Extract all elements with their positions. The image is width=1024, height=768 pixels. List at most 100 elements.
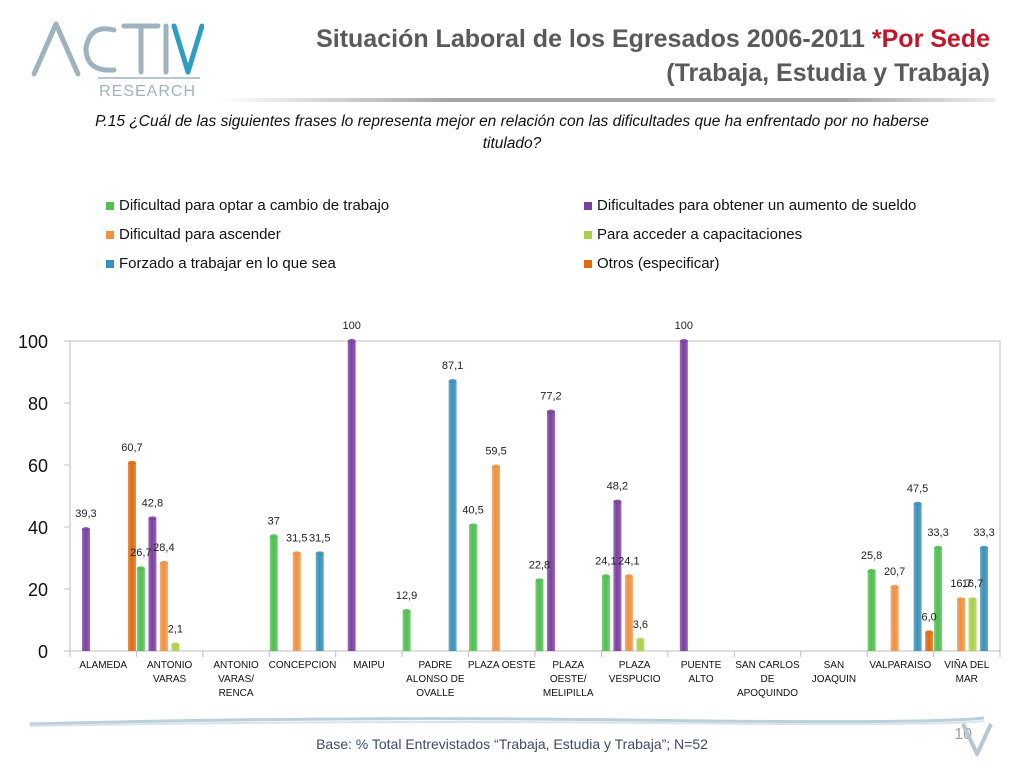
bar-cap-4-12	[913, 501, 922, 506]
bar-cap-5-12	[925, 630, 934, 635]
category-label-9: ALTO	[688, 674, 713, 685]
chart-category-labels: ALAMEDA ANTONIO VARAS ANTONIO VARAS/RENCA CON…	[79, 658, 989, 699]
category-label-2: RENCA	[219, 688, 254, 699]
title-main: Situación Laboral de los Egresados 2006-…	[316, 25, 872, 53]
category-label-5: ALONSO DE	[406, 674, 465, 685]
category-label-4: MAIPU	[353, 660, 385, 671]
bar-0-7	[535, 580, 544, 651]
category-label-7: OESTE/	[550, 674, 587, 685]
legend-label-3: Para acceder a capacitaciones	[597, 226, 803, 243]
question-line-2: titulado?	[482, 135, 542, 152]
bar-3-13	[968, 599, 977, 651]
data-label-3-8: 3,6	[633, 619, 648, 631]
bar-cap-0-6	[469, 523, 478, 528]
bar-cap-1-1	[148, 516, 157, 521]
bar-2-6	[492, 466, 501, 651]
y-tick-label: 100	[18, 332, 48, 352]
legend-swatch-0	[106, 201, 114, 210]
data-label-5-12: 6,0	[921, 611, 936, 623]
survey-question: P.15 ¿Cuál de las siguientes frases lo r…	[40, 111, 984, 155]
category-label-3: CONCEPCION	[269, 660, 337, 671]
data-label-3-13: 16,7	[962, 578, 983, 590]
bar-cap-0-3	[269, 534, 278, 539]
bar-0-13	[934, 547, 943, 651]
data-label-2-8: 24,1	[618, 555, 639, 567]
bar-3-1	[171, 644, 180, 651]
bar-cap-2-13	[957, 597, 966, 602]
legend-label-1: Dificultades para obtener un aumento de …	[597, 197, 917, 214]
data-label-0-8: 24,1	[595, 555, 616, 567]
bar-2-13	[957, 599, 966, 651]
bar-4-13	[980, 547, 989, 651]
chart-data-labels: 39,3 60,7 26,7 42,8 28,4 2,1 37 31,5 31,5 100 12,9…	[75, 320, 994, 635]
bar-1-4	[347, 341, 356, 651]
bar-cap-2-8	[624, 574, 633, 579]
bar-0-5	[402, 611, 411, 651]
bar-1-8	[613, 501, 622, 651]
y-tick-label: 40	[28, 518, 48, 538]
bar-2-8	[624, 576, 633, 651]
legend-label-0: Dificultad para optar a cambio de trabaj…	[119, 197, 390, 214]
bar-cap-2-12	[890, 584, 899, 589]
legend-swatch-4	[106, 259, 114, 268]
bar-cap-2-3	[292, 551, 301, 556]
data-label-0-12: 25,8	[861, 550, 882, 562]
data-label-0-5: 12,9	[396, 590, 417, 602]
y-tick-label: 80	[28, 394, 48, 414]
data-label-5-0: 60,7	[121, 442, 142, 454]
bar-0-3	[269, 536, 278, 651]
category-label-1: ANTONIO	[147, 660, 193, 671]
bar-cap-2-6	[492, 464, 501, 469]
bar-1-0	[81, 529, 90, 651]
legend-swatch-3	[584, 230, 592, 239]
data-label-3-1: 2,1	[168, 623, 183, 635]
data-label-2-6: 59,5	[485, 446, 506, 458]
chart-bars	[81, 339, 989, 651]
category-label-11: JOAQUIN	[812, 674, 856, 685]
bar-cap-2-1	[159, 560, 168, 565]
category-label-5: OVALLE	[416, 688, 454, 699]
legend-item-4: Forzado a trabajar en lo que sea	[106, 255, 336, 272]
bar-cap-0-8	[601, 574, 610, 579]
bar-cap-0-5	[402, 609, 411, 614]
footer-wave-decoration	[30, 716, 984, 727]
data-label-0-7: 22,8	[529, 559, 550, 571]
category-label-1: VARAS	[153, 674, 186, 685]
bar-cap-5-0	[127, 460, 136, 465]
category-label-9: PUENTE	[681, 660, 722, 671]
bar-cap-1-8	[613, 499, 622, 504]
bar-3-8	[636, 639, 645, 651]
legend-item-3: Para acceder a capacitaciones	[584, 226, 802, 243]
y-tick-label: 20	[28, 580, 48, 600]
legend-label-2: Dificultad para ascender	[119, 226, 281, 243]
category-label-7: MELIPILLA	[543, 688, 594, 699]
legend-item-2: Dificultad para ascender	[106, 226, 281, 243]
bar-cap-0-1	[136, 566, 145, 571]
data-label-0-3: 37	[268, 515, 280, 527]
bar-cap-3-13	[968, 597, 977, 602]
legend-label-4: Forzado a trabajar en lo que sea	[119, 255, 336, 272]
data-label-2-12: 20,7	[884, 566, 905, 578]
data-label-2-3: 31,5	[286, 532, 307, 544]
title-line-2: (Trabaja, Estudia y Trabaja)	[666, 59, 990, 87]
data-label-0-6: 40,5	[462, 504, 483, 516]
bar-cap-0-7	[535, 578, 544, 583]
footer-base-note: Base: % Total Entrevistados “Trabaja, Es…	[316, 736, 708, 752]
category-label-6: PLAZA OESTE	[468, 660, 536, 671]
plot-area-frame	[69, 340, 1001, 652]
bar-cap-4-13	[980, 545, 989, 550]
bar-4-3	[315, 553, 324, 651]
category-label-10: DE	[761, 674, 775, 685]
logo-subtitle: RESEARCH	[99, 83, 196, 100]
data-label-1-0: 39,3	[75, 508, 96, 520]
bar-0-1	[136, 568, 145, 651]
question-line-1: P.15 ¿Cuál de las siguientes frases lo r…	[95, 113, 929, 130]
category-label-8: VESPUCIO	[609, 674, 661, 685]
bar-5-0	[127, 462, 136, 651]
data-label-4-5: 87,1	[442, 360, 463, 372]
bar-4-12	[913, 503, 922, 651]
category-label-13: MAR	[956, 674, 978, 685]
data-label-2-13: 16,7	[950, 578, 971, 590]
bar-5-12	[925, 632, 934, 651]
